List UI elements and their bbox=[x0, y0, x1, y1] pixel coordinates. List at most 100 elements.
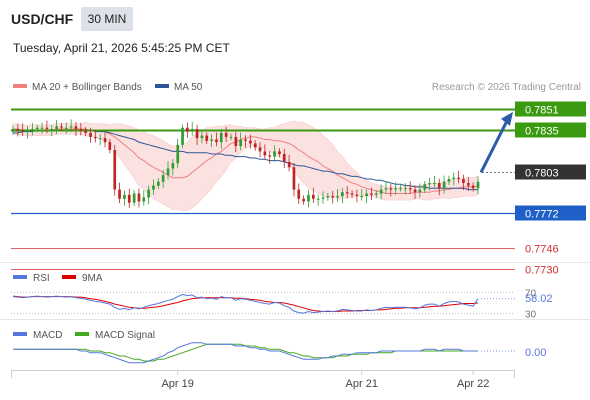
legend-ma20-label: MA 20 + Bollinger Bands bbox=[32, 82, 142, 93]
candle-body bbox=[84, 130, 87, 133]
legend-macd-swatch bbox=[13, 332, 27, 336]
candle-body bbox=[442, 181, 446, 189]
legend-macd-label: MACD bbox=[33, 330, 62, 341]
target-label: 0.7746 bbox=[525, 244, 559, 256]
rsi-value-label: 58.02 bbox=[525, 293, 553, 305]
candle-body bbox=[433, 183, 436, 184]
candle-body bbox=[79, 129, 83, 131]
candle-body bbox=[447, 179, 451, 182]
projection-arrow-shaft bbox=[479, 120, 509, 174]
candle-body bbox=[147, 189, 150, 198]
candle-body bbox=[408, 188, 412, 190]
legend-macd-signal-label: MACD Signal bbox=[95, 330, 155, 341]
x-tick-label: Apr 21 bbox=[346, 378, 378, 390]
candle-body bbox=[118, 189, 121, 199]
candle-body bbox=[45, 127, 49, 129]
candle-body bbox=[302, 198, 305, 202]
candle-body bbox=[219, 132, 223, 143]
candle-body bbox=[394, 188, 397, 190]
resistance-label-box bbox=[515, 122, 586, 138]
candle-body bbox=[186, 127, 189, 132]
timeframe-badge[interactable] bbox=[81, 7, 133, 31]
candle-body bbox=[127, 194, 131, 203]
candle-body bbox=[423, 184, 427, 190]
legend-9ma-swatch bbox=[62, 275, 76, 279]
candle-body bbox=[31, 129, 34, 131]
candle-body bbox=[224, 132, 228, 137]
candle-body bbox=[35, 127, 39, 129]
candle-body bbox=[94, 136, 97, 139]
candle-body bbox=[476, 181, 480, 189]
candle-body bbox=[452, 177, 456, 179]
x-axis-ticks: Apr 19 Apr 21 Apr 22 bbox=[161, 370, 489, 390]
candle-body bbox=[161, 175, 165, 182]
candle-body bbox=[215, 139, 218, 143]
candle-body bbox=[40, 127, 44, 129]
candle-body bbox=[244, 139, 247, 141]
legend-macd-signal-swatch bbox=[75, 332, 89, 336]
candle-body bbox=[370, 193, 373, 195]
candle-body bbox=[137, 193, 141, 202]
rsi-ma9-line bbox=[12, 295, 479, 312]
current-price-label: 0.7803 bbox=[525, 168, 559, 180]
legend-ma50-label: MA 50 bbox=[174, 82, 203, 93]
candle-body bbox=[74, 126, 78, 129]
candle-body bbox=[292, 167, 296, 190]
candle-body bbox=[26, 130, 29, 132]
candle-body bbox=[113, 150, 117, 190]
macd-value-label: 0.00 bbox=[525, 347, 546, 359]
candle-body bbox=[316, 198, 320, 200]
candle-body bbox=[229, 136, 233, 138]
support-label: 0.7772 bbox=[525, 209, 559, 221]
candle-body bbox=[253, 143, 257, 148]
candle-body bbox=[341, 192, 344, 197]
candle-body bbox=[321, 197, 325, 199]
current-price-box bbox=[515, 164, 586, 180]
candle-body bbox=[176, 144, 180, 164]
candle-body bbox=[157, 181, 160, 186]
legend-rsi-label: RSI bbox=[33, 273, 50, 284]
resistance-label-box bbox=[515, 101, 586, 117]
candle-body bbox=[195, 129, 199, 139]
candle-body bbox=[399, 188, 402, 190]
candle-body bbox=[205, 135, 209, 141]
candles bbox=[11, 119, 480, 208]
symbol-label: USD/CHF bbox=[11, 11, 74, 27]
candle-body bbox=[457, 177, 460, 179]
target-label: 0.7730 bbox=[525, 265, 559, 277]
candle-body bbox=[282, 154, 286, 162]
bollinger-band bbox=[12, 120, 479, 211]
candle-body bbox=[355, 194, 359, 197]
candle-body bbox=[360, 196, 364, 198]
candle-body bbox=[11, 129, 15, 132]
rsi-panel: 70 30 bbox=[11, 288, 537, 321]
candle-body bbox=[239, 139, 242, 147]
candle-body bbox=[326, 196, 330, 198]
rsi-level-label: 70 bbox=[525, 288, 537, 299]
rsi-level-label: 30 bbox=[525, 310, 537, 321]
candle-body bbox=[103, 138, 107, 143]
candle-body bbox=[471, 185, 475, 189]
bollinger-band-area bbox=[12, 120, 479, 211]
candle-body bbox=[89, 132, 92, 137]
candle-body bbox=[345, 192, 349, 194]
candle-body bbox=[350, 193, 354, 195]
candle-body bbox=[258, 147, 262, 152]
legend-ma50-swatch bbox=[155, 84, 169, 88]
candle-body bbox=[132, 193, 136, 203]
candle-body bbox=[171, 163, 175, 169]
candle-body bbox=[181, 127, 184, 145]
candle-body bbox=[287, 161, 291, 168]
candle-body bbox=[249, 140, 252, 144]
candle-body bbox=[404, 188, 407, 190]
candle-body bbox=[16, 129, 20, 131]
datetime-label: Tuesday, April 21, 2026 5:45:25 PM CET bbox=[13, 41, 230, 55]
legend-9ma-label: 9MA bbox=[82, 273, 103, 284]
candle-body bbox=[384, 188, 388, 190]
candle-body bbox=[307, 194, 310, 202]
candle-body bbox=[50, 129, 54, 130]
candle-body bbox=[21, 130, 25, 132]
candle-body bbox=[69, 126, 73, 128]
candle-body bbox=[413, 189, 417, 193]
candle-body bbox=[64, 127, 68, 129]
